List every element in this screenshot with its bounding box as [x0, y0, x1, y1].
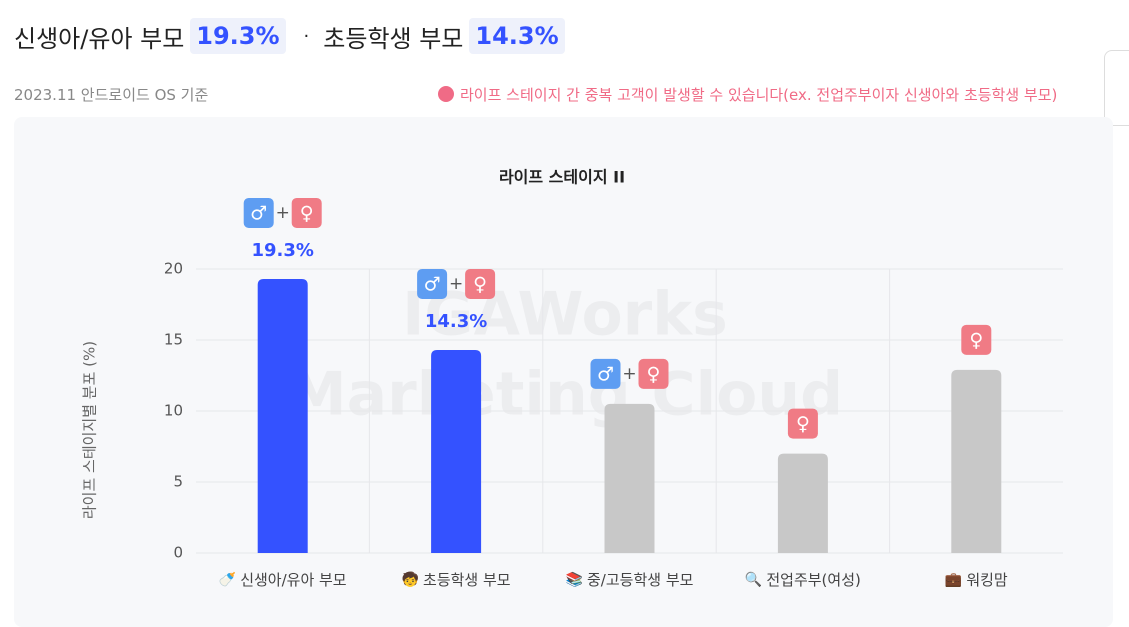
- gender-symbol: ♀: [969, 329, 983, 351]
- chart-panel: [14, 117, 1113, 627]
- gender-symbol: ♂: [424, 273, 441, 295]
- bar: [257, 278, 308, 553]
- gender-badge: [961, 324, 992, 355]
- notice-text: 라이프 스테이지 간 중복 고객이 발생할 수 있습니다(ex. 전업주부이자 …: [460, 86, 1058, 104]
- x-tick-label: 🍼 신생아/유아 부모: [219, 571, 347, 589]
- gender-badge: [243, 197, 274, 228]
- header-value: 14.3%: [469, 18, 565, 54]
- gender-badge: [638, 358, 669, 389]
- gender-symbol: ♀: [647, 363, 661, 385]
- chart-title: 라이프 스테이지 II: [499, 168, 625, 187]
- y-tick-label: 0: [173, 544, 183, 562]
- info-icon: [438, 86, 454, 102]
- category-icon: 🔍: [745, 570, 762, 588]
- bar: [431, 349, 482, 553]
- watermark: IGAWorks: [402, 280, 728, 350]
- category-label: 초등학생 부모: [423, 571, 511, 589]
- gender-symbol: ♀: [300, 202, 314, 224]
- badge-joiner: +: [449, 274, 463, 294]
- notice: 라이프 스테이지 간 중복 고객이 발생할 수 있습니다(ex. 전업주부이자 …: [438, 84, 1057, 105]
- x-tick-label: 📚 중/고등학생 부모: [566, 571, 694, 589]
- header: 신생아/유아 부모 19.3% · 초등학생 부모 14.3%: [14, 18, 575, 54]
- bar: [604, 403, 655, 553]
- y-tick-label: 20: [164, 260, 183, 278]
- subtitle: 2023.11 안드로이드 OS 기준: [14, 86, 209, 104]
- y-tick-label: 5: [173, 473, 183, 491]
- badge-joiner: +: [622, 364, 636, 384]
- category-icon: 🍼: [219, 571, 237, 588]
- gender-badge: [291, 197, 322, 228]
- gender-badge: [787, 408, 818, 439]
- badge-joiner: +: [276, 203, 290, 223]
- header-label: 신생아/유아 부모: [14, 24, 185, 53]
- value-label: 14.3%: [425, 311, 487, 332]
- y-tick-label: 15: [164, 331, 183, 349]
- bar: [777, 453, 828, 553]
- category-icon: 📚: [566, 571, 583, 588]
- gender-symbol: ♀: [473, 273, 487, 295]
- bar: [951, 369, 1002, 553]
- gender-badge: [590, 358, 621, 389]
- header-label: 초등학생 부모: [323, 24, 464, 53]
- gender-symbol: ♀: [796, 413, 810, 435]
- gender-symbol: ♂: [597, 363, 614, 385]
- category-icon: 💼: [945, 572, 963, 588]
- y-tick-label: 10: [164, 402, 183, 420]
- category-label: 워킹맘: [966, 571, 1008, 589]
- side-card[interactable]: [1104, 50, 1129, 126]
- x-tick-label: 💼 워킹맘: [945, 571, 1008, 589]
- value-label: 19.3%: [251, 240, 313, 261]
- y-axis-label: 라이프 스테이지별 분포 (%): [81, 341, 99, 519]
- x-tick-label: 🔍 전업주부(여성): [745, 570, 861, 589]
- x-tick-label: 🧒 초등학생 부모: [402, 570, 511, 589]
- header-value: 19.3%: [190, 18, 286, 54]
- gender-symbol: ♂: [250, 202, 267, 224]
- category-label: 전업주부(여성): [766, 571, 861, 589]
- category-label: 중/고등학생 부모: [587, 571, 694, 589]
- gender-badge: [465, 268, 496, 299]
- gender-badge: [417, 268, 448, 299]
- category-label: 신생아/유아 부모: [240, 571, 347, 589]
- category-icon: 🧒: [402, 570, 420, 588]
- separator: ·: [303, 25, 310, 47]
- watermark: Marketing Cloud: [287, 360, 843, 430]
